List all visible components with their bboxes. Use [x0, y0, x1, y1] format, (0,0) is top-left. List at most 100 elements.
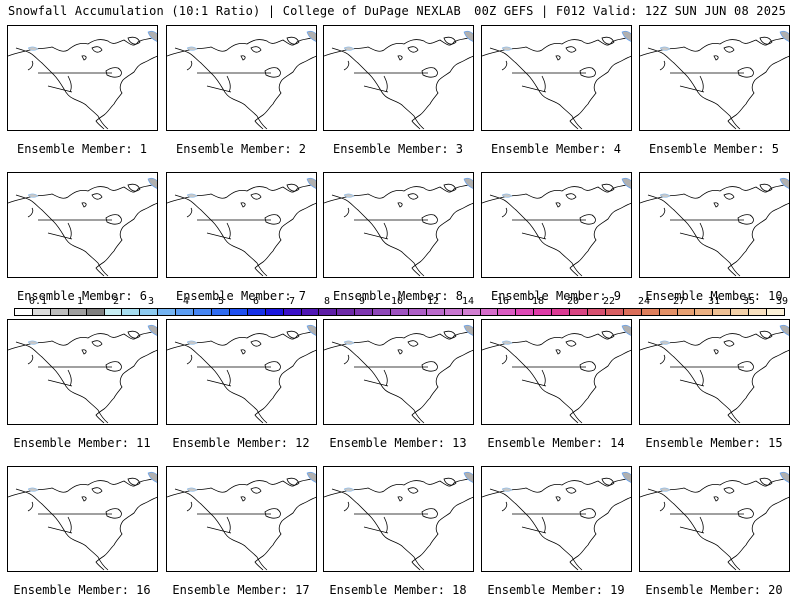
- coastline: [679, 85, 705, 93]
- coastline: [579, 508, 596, 519]
- coastline: [411, 496, 473, 571]
- colorbar-tick-label: 12: [426, 296, 440, 307]
- ensemble-member-label: Ensemble Member: 19: [487, 583, 625, 597]
- coastline: [67, 516, 72, 534]
- ensemble-member-map: [481, 25, 632, 131]
- ensemble-member-map: [639, 319, 790, 425]
- colorbar-tick-label: 31: [707, 296, 721, 307]
- coastline: [95, 496, 157, 571]
- coastline: [47, 379, 73, 387]
- coastline: [15, 341, 109, 424]
- colorbar-swatch: [426, 309, 445, 315]
- coastline: [541, 75, 546, 93]
- ensemble-member-map: [7, 25, 158, 131]
- coastline: [127, 477, 141, 486]
- coastline: [699, 516, 704, 534]
- snowfall-shading: [779, 30, 789, 42]
- coastline: [286, 183, 300, 192]
- ensemble-member-label: Ensemble Member: 1: [16, 142, 148, 156]
- coastline: [601, 477, 615, 486]
- colorbar-swatch: [176, 309, 195, 315]
- coastline: [264, 508, 281, 519]
- colorbar-tick-label: 39: [775, 296, 789, 307]
- north-america-basemap: [324, 30, 473, 130]
- coastline: [254, 55, 316, 130]
- snowfall-shading: [659, 193, 671, 198]
- ensemble-member-label: Ensemble Member: 12: [172, 436, 310, 450]
- ensemble-member-label: Ensemble Member: 18: [329, 583, 467, 597]
- north-america-basemap: [482, 177, 631, 277]
- colorbar-swatch: [408, 309, 427, 315]
- colorbar-tick-label: 6: [252, 296, 260, 307]
- coastline: [186, 207, 193, 218]
- coastline: [411, 202, 473, 277]
- coastline: [127, 330, 141, 339]
- colorbar-tick-label: 7: [288, 296, 296, 307]
- colorbar-swatch: [641, 309, 660, 315]
- ensemble-member-label: Ensemble Member: 9: [490, 289, 622, 303]
- snowfall-shading: [147, 471, 157, 483]
- coastline: [91, 487, 103, 494]
- coastline: [411, 349, 473, 424]
- coastline: [331, 341, 425, 424]
- north-america-basemap: [640, 324, 789, 424]
- coastline: [569, 202, 631, 277]
- coastline: [727, 496, 789, 571]
- colorbar-swatch: [50, 309, 69, 315]
- colorbar-swatch: [480, 309, 499, 315]
- north-america-basemap: [167, 471, 316, 571]
- coastline: [727, 349, 789, 424]
- coastline: [383, 75, 388, 93]
- colorbar-tick-label: 35: [742, 296, 756, 307]
- coastline: [91, 46, 103, 53]
- coastline: [601, 330, 615, 339]
- colorbar-swatch: [283, 309, 302, 315]
- coastline: [27, 501, 34, 512]
- colorbar-tick-label: 27: [672, 296, 686, 307]
- coastline: [737, 361, 754, 372]
- snowfall-shading: [501, 487, 513, 492]
- coastline: [727, 202, 789, 277]
- ensemble-member-map: [481, 319, 632, 425]
- coastline: [699, 75, 704, 93]
- coastline: [343, 354, 350, 365]
- coastline: [555, 202, 561, 208]
- colorbar-swatch: [605, 309, 624, 315]
- coastline: [443, 183, 457, 192]
- north-america-basemap: [167, 324, 316, 424]
- north-america-basemap: [8, 324, 157, 424]
- coastline: [286, 477, 300, 486]
- coastline: [759, 183, 773, 192]
- north-america-basemap: [640, 177, 789, 277]
- coastline: [647, 194, 741, 277]
- coastline: [240, 496, 246, 502]
- coastline: [521, 526, 547, 534]
- north-america-basemap: [324, 324, 473, 424]
- colorbar-tick-label: 16: [496, 296, 510, 307]
- north-america-basemap: [8, 471, 157, 571]
- ensemble-member-label: Ensemble Member: 11: [13, 436, 151, 450]
- ensemble-member-map: [323, 172, 474, 278]
- ensemble-member-map: [166, 172, 317, 278]
- coastline: [383, 222, 388, 240]
- coastline: [206, 85, 232, 93]
- coastline: [759, 477, 773, 486]
- coastline: [443, 477, 457, 486]
- coastline: [679, 232, 705, 240]
- coastline: [206, 232, 232, 240]
- north-america-basemap: [167, 177, 316, 277]
- coastline: [407, 46, 419, 53]
- colorbar-tick-label: 2: [112, 296, 120, 307]
- coastline: [343, 60, 350, 71]
- snowfall-shading: [186, 46, 198, 51]
- coastline: [15, 488, 109, 571]
- coastline: [647, 47, 741, 130]
- coastline: [105, 508, 122, 519]
- coastline: [737, 508, 754, 519]
- coastline: [565, 193, 577, 200]
- snowfall-shading: [186, 193, 198, 198]
- colorbar-swatch: [767, 309, 784, 315]
- snowfall-shading: [621, 177, 631, 189]
- snowfall-shading: [343, 46, 355, 51]
- north-america-basemap: [324, 177, 473, 277]
